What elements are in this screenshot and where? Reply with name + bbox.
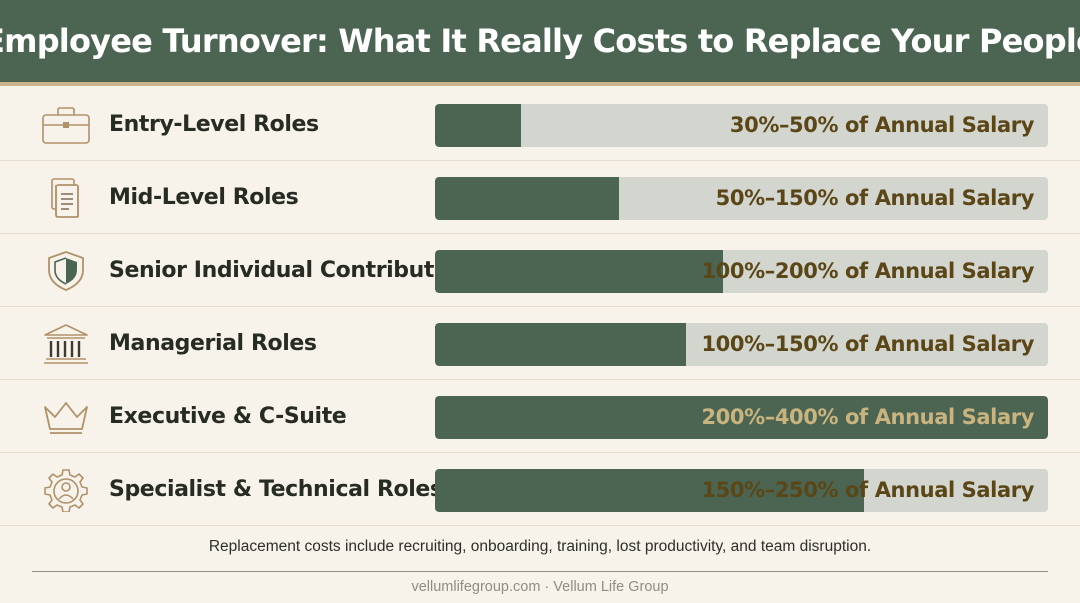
chart-row: Entry-Level Roles 30%–50% of Annual Sala… (0, 88, 1080, 161)
category-label: Managerial Roles (109, 331, 317, 356)
bar (435, 104, 521, 147)
source-credit: vellumlifegroup.com · Vellum Life Group (411, 579, 669, 595)
category-label: Executive & C-Suite (109, 404, 347, 429)
bar-track: 50%–150% of Annual Salary (435, 177, 1048, 220)
footnote: Replacement costs include recruiting, on… (208, 538, 872, 555)
title-banner: Employee Turnover: What It Really Costs … (0, 0, 1080, 82)
bar (435, 323, 687, 366)
bar-range-label: 50%–150% of Annual Salary (715, 186, 1035, 210)
chart-title: Employee Turnover: What It Really Costs … (0, 22, 1080, 60)
institution-icon (40, 322, 92, 366)
category-label: Entry-Level Roles (109, 112, 319, 137)
footer-divider (32, 571, 1048, 572)
chart-row: Mid-Level Roles 50%–150% of Annual Salar… (0, 161, 1080, 234)
bar (435, 396, 1048, 439)
briefcase-icon (40, 103, 92, 147)
bar-range-label: 150%–250% of Annual Salary (701, 478, 1034, 502)
shield-icon (40, 249, 92, 293)
bar-track: 100%–200% of Annual Salary (435, 250, 1048, 293)
bar-range-label: 100%–200% of Annual Salary (701, 259, 1034, 283)
bar-track: 150%–250% of Annual Salary (435, 469, 1048, 512)
gear-person-icon (40, 468, 92, 512)
bar-range-label: 200%–400% of Annual Salary (701, 405, 1034, 429)
chart-row: Executive & C-Suite 200%–400% of Annual … (0, 380, 1080, 453)
bar-track: 30%–50% of Annual Salary (435, 104, 1048, 147)
category-label: Senior Individual Contributors (109, 258, 472, 283)
chart-row: Managerial Roles 100%–150% of Annual Sal… (0, 307, 1080, 380)
document-icon (40, 176, 92, 220)
category-label: Mid-Level Roles (109, 185, 299, 210)
bar (435, 250, 724, 293)
chart-row: Senior Individual Contributors 100%–200%… (0, 234, 1080, 307)
crown-icon (40, 395, 92, 439)
bar (435, 177, 619, 220)
category-label: Specialist & Technical Roles (109, 477, 443, 502)
bar-range-label: 30%–50% of Annual Salary (729, 113, 1035, 137)
bar (435, 469, 865, 512)
bar-track: 100%–150% of Annual Salary (435, 323, 1048, 366)
bar-range-label: 100%–150% of Annual Salary (701, 332, 1034, 356)
chart-row: Specialist & Technical Roles 150%–250% o… (0, 453, 1080, 526)
bar-track: 200%–400% of Annual Salary (435, 396, 1048, 439)
title-accent-rule (0, 82, 1080, 86)
